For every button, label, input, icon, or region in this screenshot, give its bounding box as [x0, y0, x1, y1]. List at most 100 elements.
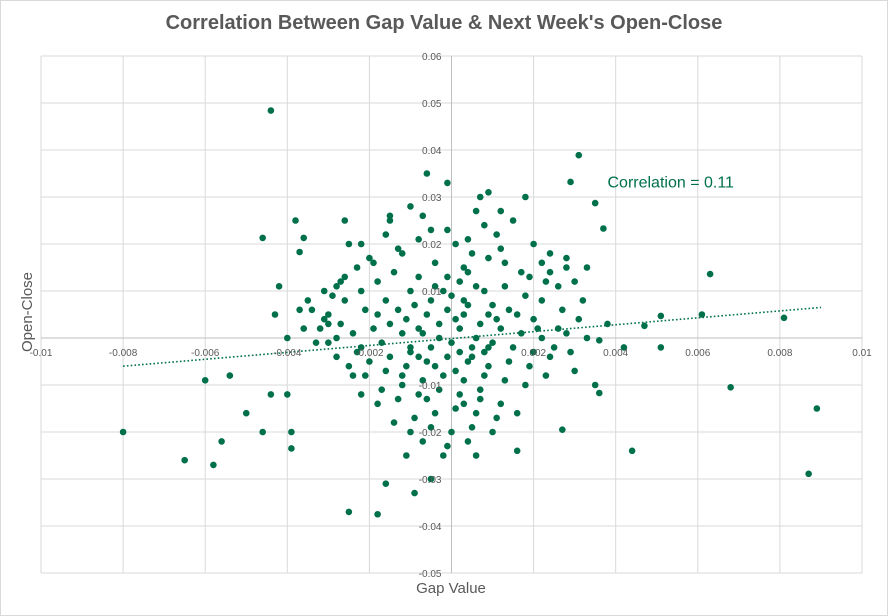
data-point — [554, 325, 562, 332]
data-point — [374, 311, 381, 318]
data-point — [538, 297, 546, 304]
data-point — [448, 428, 455, 436]
data-point — [431, 362, 439, 370]
data-point — [460, 400, 468, 408]
data-point — [226, 372, 234, 379]
data-point — [481, 348, 488, 356]
data-point — [468, 424, 476, 431]
data-point — [657, 312, 665, 320]
data-point — [403, 362, 410, 370]
data-point — [538, 334, 546, 342]
data-point — [546, 353, 554, 361]
data-point — [513, 447, 521, 455]
data-point — [575, 151, 583, 159]
data-point — [427, 344, 435, 351]
data-point — [579, 297, 587, 304]
data-point — [407, 428, 414, 436]
y-tick-label: 0.03 — [422, 193, 442, 204]
data-point — [398, 372, 406, 379]
data-point — [460, 264, 468, 271]
data-point — [452, 405, 459, 412]
data-point — [554, 283, 562, 290]
data-point — [452, 240, 459, 248]
data-point — [333, 283, 340, 290]
y-tick-label: 0.01 — [422, 287, 442, 298]
data-point — [468, 344, 476, 351]
data-point — [419, 212, 427, 220]
data-point — [464, 236, 472, 243]
data-point — [727, 384, 734, 391]
data-point — [407, 348, 414, 356]
data-point — [300, 234, 308, 242]
data-point — [378, 339, 386, 347]
data-point — [427, 475, 435, 483]
data-point — [345, 240, 353, 248]
data-point — [542, 372, 550, 379]
data-point — [296, 248, 303, 256]
data-point — [210, 461, 217, 469]
data-point — [361, 372, 369, 379]
data-point — [456, 278, 464, 285]
y-tick-label: -0.02 — [419, 428, 442, 439]
x-tick-label: -0.01 — [30, 348, 53, 359]
data-point — [366, 254, 373, 262]
data-point — [448, 292, 455, 300]
data-point — [242, 409, 250, 417]
data-point — [620, 344, 628, 351]
data-point — [595, 337, 603, 344]
data-point — [464, 358, 472, 365]
tick-labels: -0.01 -0.008 -0.006 -0.004 -0.002 0.002 0.004 0… — [30, 52, 873, 580]
data-point — [423, 358, 431, 365]
data-point — [439, 287, 447, 295]
data-point — [476, 320, 484, 328]
y-tick-label: 0.06 — [422, 52, 442, 63]
data-point — [476, 395, 484, 403]
data-point — [497, 207, 505, 215]
data-point — [813, 405, 821, 412]
data-point — [509, 217, 517, 224]
data-point — [501, 283, 509, 290]
data-point — [398, 250, 406, 257]
x-tick-label: -0.006 — [191, 348, 220, 359]
x-tick-label: -0.002 — [355, 348, 384, 359]
data-point — [349, 330, 357, 337]
data-point — [271, 311, 279, 318]
data-points — [119, 107, 822, 518]
data-point — [201, 377, 209, 384]
data-point — [333, 353, 340, 361]
data-point — [698, 311, 706, 318]
data-point — [444, 353, 451, 361]
data-point — [119, 428, 127, 436]
data-point — [374, 510, 381, 518]
data-point — [444, 306, 451, 314]
data-point — [411, 301, 418, 309]
data-point — [386, 217, 394, 224]
data-point — [472, 207, 480, 215]
data-point — [472, 409, 480, 417]
data-point — [394, 245, 402, 252]
data-point — [341, 297, 349, 304]
correlation-annotation: Correlation = 0.11 — [607, 175, 734, 192]
y-tick-label: -0.01 — [419, 381, 442, 392]
data-point — [427, 297, 435, 304]
data-point — [522, 193, 529, 201]
data-point — [575, 315, 583, 323]
data-point — [407, 287, 414, 295]
data-point — [591, 199, 599, 207]
data-point — [357, 240, 365, 248]
data-point — [464, 438, 472, 445]
data-point — [320, 315, 328, 323]
data-point — [284, 391, 291, 398]
x-tick-label: 0.002 — [521, 348, 546, 359]
data-point — [497, 400, 505, 408]
data-point — [591, 381, 599, 389]
data-point — [493, 315, 500, 323]
x-tick-label: -0.008 — [109, 348, 138, 359]
data-point — [444, 226, 451, 234]
y-tick-label: -0.05 — [419, 569, 442, 580]
data-point — [559, 306, 566, 314]
data-point — [288, 445, 295, 452]
data-point — [567, 348, 574, 356]
data-point — [448, 339, 455, 347]
data-point — [320, 287, 328, 295]
